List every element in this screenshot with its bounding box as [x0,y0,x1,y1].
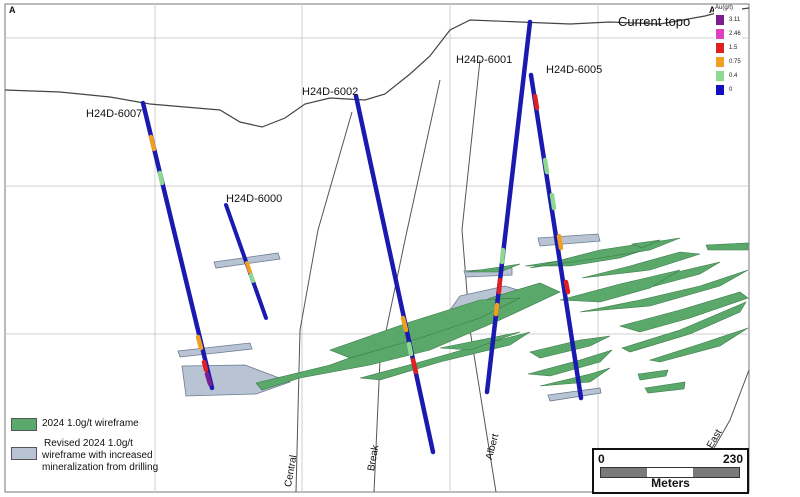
grade-swatch [716,71,724,81]
grid [5,4,749,492]
grade-value: 2.46 [729,31,741,37]
grade-swatch [716,29,724,39]
grade-value: 0.75 [729,59,741,65]
drillhole-trace-6001 [484,19,533,395]
legend-swatch-revised [11,447,37,460]
section-corner-left: A [9,5,16,15]
legend-label-revised-3: mineralization from drilling [42,462,159,473]
legend-label-revised-1: Revised 2024 1.0g/t [44,438,133,449]
scale-start: 0 [598,452,605,466]
fault-albert [461,59,497,493]
scale-end: 230 [722,452,743,466]
grade-swatch [716,85,724,95]
section-corner-right: A' [709,5,718,15]
scale-bar: 0 230 Meters [592,448,749,494]
grade-value: 0.4 [729,73,738,79]
map-frame [4,3,750,493]
scale-bar-segments [600,467,740,478]
fault-east [713,369,750,449]
drillhole-label: H24D-6000 [226,193,283,205]
fault-central [295,111,353,493]
scale-unit: Meters [651,476,690,490]
drillhole-label: H24D-6007 [86,108,143,120]
drillholes [140,19,584,455]
grade-swatch [716,57,724,67]
drillhole-label: H24D-6002 [302,86,359,98]
topo-label: Current topo [618,14,691,29]
legend-label-revised-2: wireframe with increased [42,450,153,461]
drillhole-trace-6002 [353,93,436,455]
drillhole-label: H24D-6001 [456,54,513,66]
fault-lines [295,59,750,493]
fault-break [373,79,441,493]
grade-legend-title: Au(g/t) [715,5,734,11]
drillhole-trace-6005 [528,72,584,401]
topography-line [4,7,750,128]
drillhole-label: H24D-6005 [546,64,603,76]
grade-legend: Au(g/t) 3.11 2.46 1.5 0.75 0.4 0 [714,5,742,97]
grade-swatch [716,43,724,53]
legend-label-2024: 2024 1.0g/t wireframe [42,418,139,429]
legend-swatch-2024 [11,418,37,431]
grade-value: 1.5 [729,45,738,51]
grade-value: 0 [729,87,733,93]
grade-swatch [716,15,724,25]
grade-value: 3.11 [729,17,741,23]
